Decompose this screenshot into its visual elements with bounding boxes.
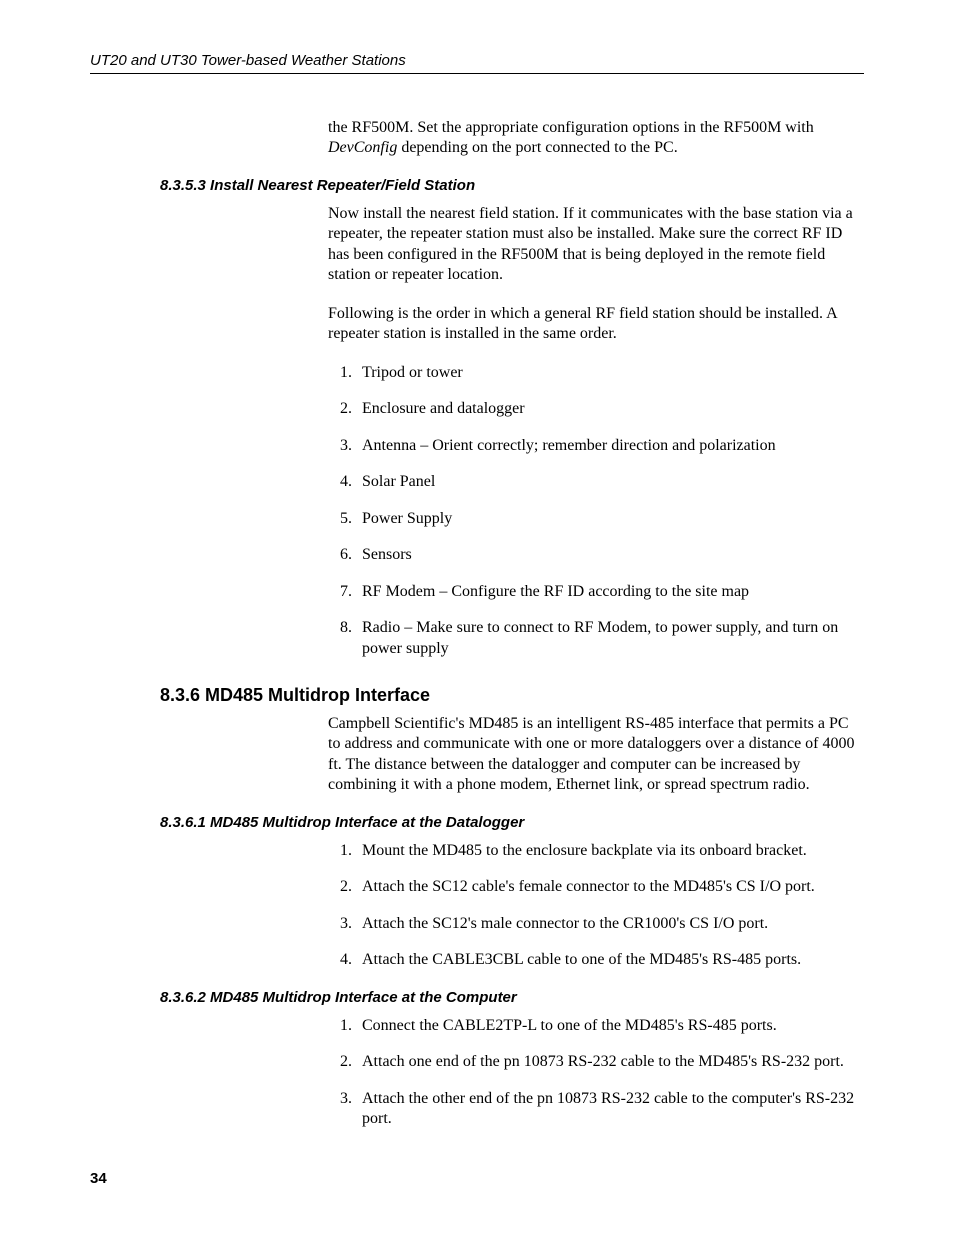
- intro-em: DevConfig: [328, 139, 397, 156]
- heading-8-3-5-3: 8.3.5.3 Install Nearest Repeater/Field S…: [160, 177, 864, 194]
- page: UT20 and UT30 Tower-based Weather Statio…: [0, 0, 954, 1235]
- intro-text-a: the RF500M. Set the appropriate configur…: [328, 119, 814, 136]
- list-item: Mount the MD485 to the enclosure backpla…: [356, 841, 864, 861]
- list-item: Enclosure and datalogger: [356, 399, 864, 419]
- list-item: Solar Panel: [356, 472, 864, 492]
- list-item: Attach the SC12 cable's female connector…: [356, 877, 864, 897]
- list-item: RF Modem – Configure the RF ID according…: [356, 582, 864, 602]
- s8353-list: Tripod or tower Enclosure and datalogger…: [328, 363, 864, 659]
- s836-p1: Campbell Scientific's MD485 is an intell…: [328, 714, 864, 796]
- intro-text-b: depending on the port connected to the P…: [397, 139, 677, 156]
- s8353-p2: Following is the order in which a genera…: [328, 304, 864, 345]
- heading-8-3-6-2: 8.3.6.2 MD485 Multidrop Interface at the…: [160, 989, 864, 1006]
- list-item: Tripod or tower: [356, 363, 864, 383]
- list-item: Attach the CABLE3CBL cable to one of the…: [356, 950, 864, 970]
- list-item: Attach the other end of the pn 10873 RS-…: [356, 1089, 864, 1130]
- s8353-p1: Now install the nearest field station. I…: [328, 204, 864, 286]
- running-header: UT20 and UT30 Tower-based Weather Statio…: [90, 52, 864, 74]
- list-item: Connect the CABLE2TP-L to one of the MD4…: [356, 1016, 864, 1036]
- header-title: UT20 and UT30 Tower-based Weather Statio…: [90, 52, 406, 69]
- list-item: Antenna – Orient correctly; remember dir…: [356, 436, 864, 456]
- list-item: Attach one end of the pn 10873 RS-232 ca…: [356, 1052, 864, 1072]
- page-number: 34: [90, 1170, 107, 1187]
- s8362-list: Connect the CABLE2TP-L to one of the MD4…: [328, 1016, 864, 1130]
- list-item: Sensors: [356, 545, 864, 565]
- heading-8-3-6-1: 8.3.6.1 MD485 Multidrop Interface at the…: [160, 814, 864, 831]
- list-item: Power Supply: [356, 509, 864, 529]
- intro-paragraph: the RF500M. Set the appropriate configur…: [328, 118, 864, 159]
- list-item: Attach the SC12's male connector to the …: [356, 914, 864, 934]
- heading-8-3-6: 8.3.6 MD485 Multidrop Interface: [160, 685, 864, 706]
- list-item: Radio – Make sure to connect to RF Modem…: [356, 618, 864, 659]
- s8361-list: Mount the MD485 to the enclosure backpla…: [328, 841, 864, 971]
